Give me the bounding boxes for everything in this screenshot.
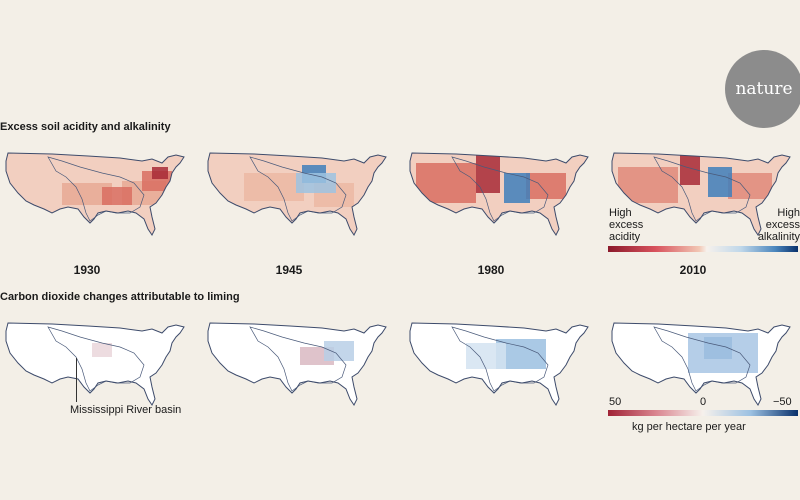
acidity-map-2010-svg <box>611 152 791 236</box>
co2-map-1930-svg <box>5 322 185 406</box>
acidity-map-1980 <box>406 143 596 243</box>
co2-unit-label: kg per hectare per year <box>632 421 746 433</box>
acidity-map-1945-svg <box>207 152 387 236</box>
acidity-map-1980-svg <box>409 152 589 236</box>
logo-text: nature <box>735 79 793 99</box>
co2-map-1980-svg <box>409 322 589 406</box>
acidity-section-title: Excess soil acidity and alkalinity <box>0 121 171 133</box>
co2-section-title: Carbon dioxide changes attributable to l… <box>0 291 240 303</box>
co2-tick-50: 50 <box>609 396 622 408</box>
year-label-1980: 1980 <box>477 263 505 277</box>
acidity-map-1930-svg <box>5 152 185 236</box>
nature-logo: nature <box>725 50 800 128</box>
year-label-1930: 1930 <box>73 263 101 277</box>
co2-map-1945 <box>204 313 394 413</box>
mississippi-basin-annotation: Mississippi River basin <box>70 404 182 416</box>
co2-map-2010 <box>608 313 798 413</box>
co2-map-2010-svg <box>611 322 791 406</box>
co2-map-1930 <box>2 313 192 413</box>
legend-high-alkalinity-label: High excess alkalinity <box>757 207 800 243</box>
basin-leader-line <box>76 358 77 402</box>
year-label-1945: 1945 <box>275 263 303 277</box>
year-label-2010: 2010 <box>679 263 707 277</box>
co2-tick-0: 0 <box>700 396 707 408</box>
acidity-map-2010 <box>608 143 798 243</box>
co2-tick-minus-50: −50 <box>773 396 792 408</box>
acidity-map-1945 <box>204 143 394 243</box>
acidity-color-scale <box>608 246 798 252</box>
co2-map-1945-svg <box>207 322 387 406</box>
acidity-map-1930 <box>2 143 192 243</box>
co2-color-scale <box>608 410 798 416</box>
co2-map-1980 <box>406 313 596 413</box>
legend-high-acidity-label: High excess acidity <box>609 207 644 243</box>
